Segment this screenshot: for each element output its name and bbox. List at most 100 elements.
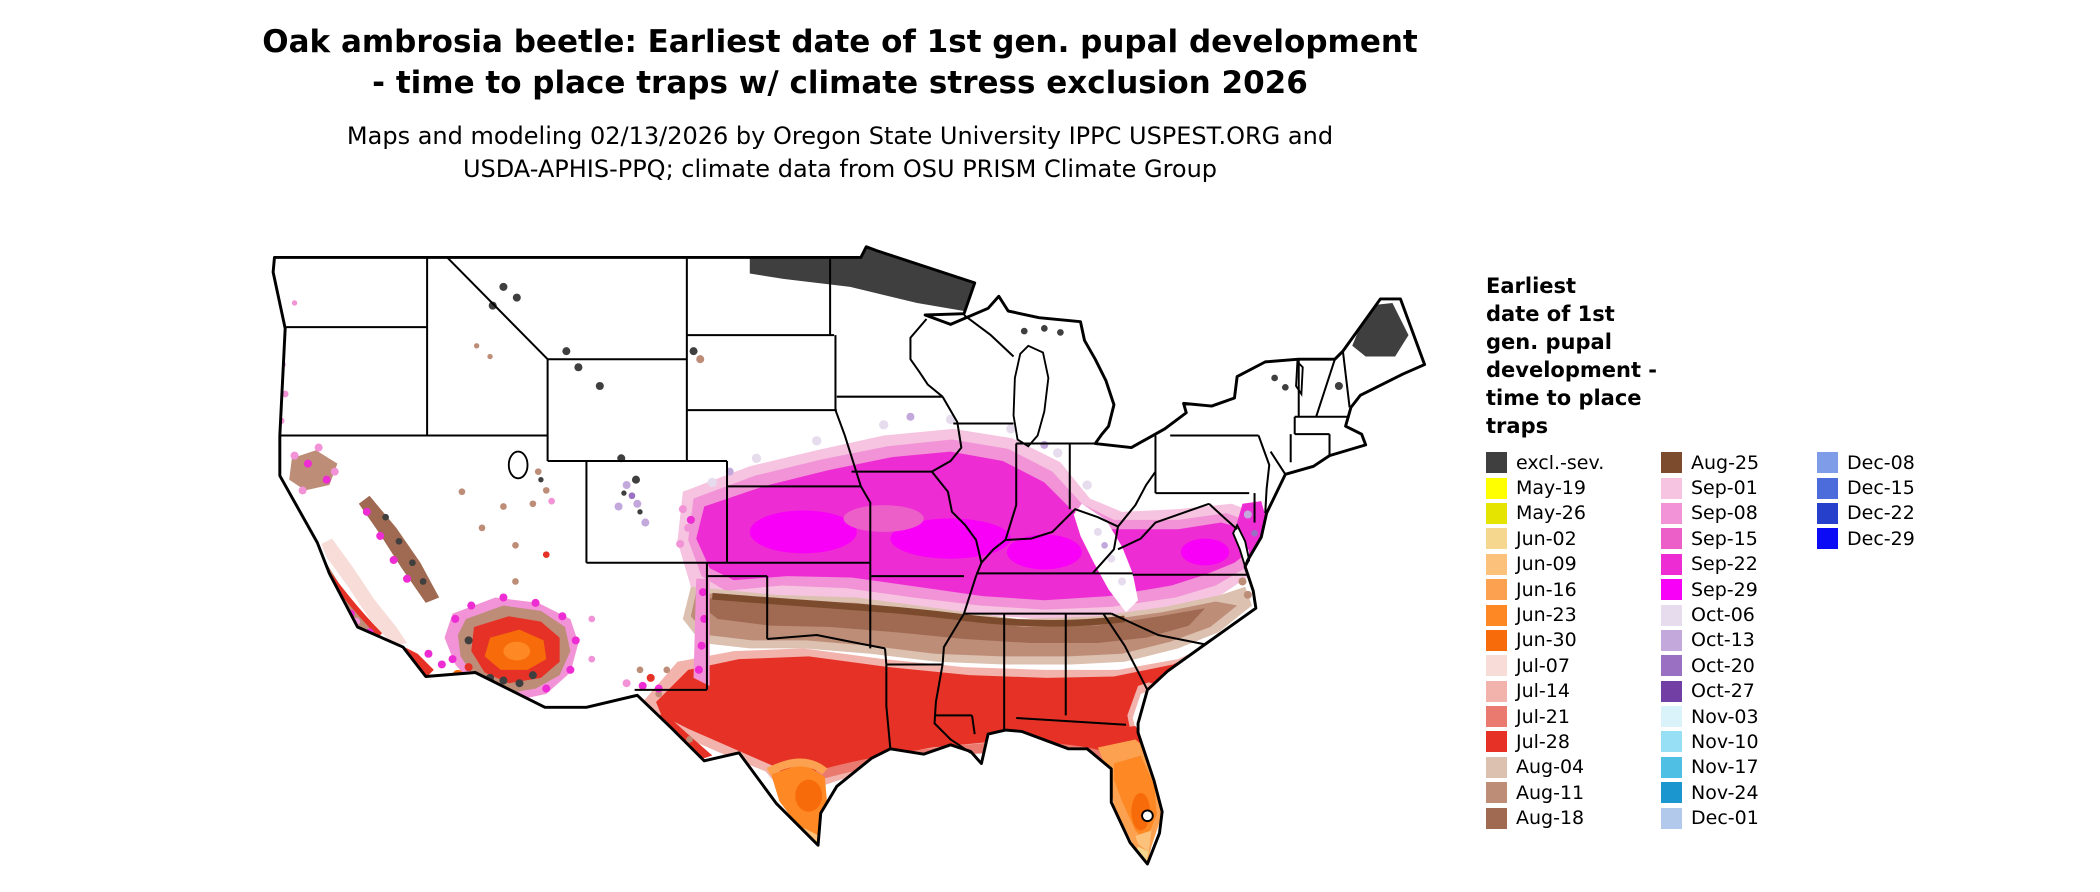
legend-title-line: Earliest xyxy=(1486,274,1577,298)
legend-swatch xyxy=(1661,452,1682,474)
legend-item: May-26 xyxy=(1486,501,1604,526)
legend-item: Dec-08 xyxy=(1817,450,1915,475)
legend-swatch xyxy=(1661,553,1682,575)
legend-swatch xyxy=(1486,680,1507,702)
legend-swatch xyxy=(1486,553,1507,575)
legend-swatch xyxy=(1817,477,1838,499)
south-texas-june xyxy=(766,758,828,847)
legend-swatch xyxy=(1486,452,1507,474)
legend-label: Jun-30 xyxy=(1516,629,1577,652)
legend-swatch xyxy=(1661,756,1682,778)
legend-swatch xyxy=(1661,502,1682,524)
legend-item: Jul-07 xyxy=(1486,653,1604,678)
legend-label: Jun-02 xyxy=(1516,527,1577,550)
legend-label: Nov-03 xyxy=(1691,705,1759,728)
legend-swatch xyxy=(1817,528,1838,550)
legend-item: Sep-22 xyxy=(1661,552,1759,577)
legend-swatch xyxy=(1486,604,1507,626)
august-band xyxy=(682,586,1252,665)
legend-item: Nov-24 xyxy=(1661,780,1759,805)
legend-title-line: gen. pupal xyxy=(1486,330,1612,354)
legend-swatch xyxy=(1661,629,1682,651)
legend-label: Jun-16 xyxy=(1516,578,1577,601)
legend-swatch xyxy=(1486,655,1507,677)
legend-swatch xyxy=(1661,680,1682,702)
legend-item: Jun-16 xyxy=(1486,577,1604,602)
legend-item: Jun-30 xyxy=(1486,628,1604,653)
legend-label: May-26 xyxy=(1516,502,1586,525)
legend-label: Aug-25 xyxy=(1691,451,1760,474)
legend-item: May-19 xyxy=(1486,475,1604,500)
legend-label: Sep-01 xyxy=(1691,477,1758,500)
legend-swatch xyxy=(1486,502,1507,524)
legend-swatch xyxy=(1486,528,1507,550)
legend-item: Aug-04 xyxy=(1486,755,1604,780)
scattered-brown-specks xyxy=(458,343,1252,743)
legend-swatch xyxy=(1486,629,1507,651)
legend-label: Dec-08 xyxy=(1847,451,1915,474)
map-subtitle-line-1: Maps and modeling 02/13/2026 by Oregon S… xyxy=(346,122,1334,150)
legend-title-line: date of 1st xyxy=(1486,302,1615,326)
legend-label: Aug-18 xyxy=(1516,807,1585,830)
legend-item: Aug-18 xyxy=(1486,805,1604,830)
legend-title-line: time to place xyxy=(1486,386,1642,410)
legend-swatch xyxy=(1486,756,1507,778)
legend-item: Dec-01 xyxy=(1661,805,1759,830)
excluded-severe-regions xyxy=(382,246,1409,688)
olive-yellow-specks xyxy=(1095,870,1102,877)
legend-item: Nov-03 xyxy=(1661,704,1759,729)
legend-label: Sep-29 xyxy=(1691,578,1758,601)
legend-item: Sep-01 xyxy=(1661,475,1759,500)
legend-swatch xyxy=(1486,579,1507,601)
header: Oak ambrosia beetle: Earliest date of 1s… xyxy=(170,22,1510,186)
legend-title-line: development - xyxy=(1486,358,1658,382)
legend-item: Jun-23 xyxy=(1486,602,1604,627)
legend-item: Dec-15 xyxy=(1817,475,1915,500)
legend-item: Aug-25 xyxy=(1661,450,1759,475)
legend-item: Sep-29 xyxy=(1661,577,1759,602)
legend-item: Jun-09 xyxy=(1486,552,1604,577)
legend-label: Sep-15 xyxy=(1691,527,1758,550)
legend-item: Oct-27 xyxy=(1661,679,1759,704)
legend-swatch xyxy=(1661,731,1682,753)
legend-item: Oct-13 xyxy=(1661,628,1759,653)
map-subtitle: Maps and modeling 02/13/2026 by Oregon S… xyxy=(170,120,1510,186)
legend-title-line: traps xyxy=(1486,414,1549,438)
legend-column-3: Dec-08 Dec-15 Dec-22 Dec-29 xyxy=(1817,450,1915,552)
legend-label: Jul-14 xyxy=(1516,680,1570,703)
legend-swatch xyxy=(1661,655,1682,677)
legend-label: Dec-01 xyxy=(1691,807,1759,830)
legend-swatch xyxy=(1661,807,1682,829)
legend-label: Nov-10 xyxy=(1691,730,1759,753)
legend-label: Oct-06 xyxy=(1691,604,1755,627)
legend-label: Jul-21 xyxy=(1516,705,1570,728)
legend-label: Oct-27 xyxy=(1691,680,1755,703)
legend-swatch xyxy=(1661,579,1682,601)
state-borders xyxy=(279,256,1351,754)
map-fill-layers xyxy=(273,246,1425,877)
lake-okeechobee xyxy=(1141,809,1154,823)
legend-label: Jun-09 xyxy=(1516,553,1577,576)
legend-label: Sep-22 xyxy=(1691,553,1758,576)
us-choropleth-map xyxy=(241,217,1446,887)
legend-label: Dec-29 xyxy=(1847,527,1915,550)
legend-item: Jul-14 xyxy=(1486,679,1604,704)
legend-label: Aug-04 xyxy=(1516,756,1585,779)
legend-swatch xyxy=(1661,477,1682,499)
legend-label: Nov-24 xyxy=(1691,781,1759,804)
legend-item: Dec-22 xyxy=(1817,501,1915,526)
map-subtitle-line-2: USDA-APHIS-PPQ; climate data from OSU PR… xyxy=(462,155,1218,183)
legend-item: Jul-28 xyxy=(1486,729,1604,754)
yellow-specks xyxy=(812,840,1150,864)
legend-label: May-19 xyxy=(1516,477,1586,500)
legend-swatch xyxy=(1817,502,1838,524)
legend-label: Jul-07 xyxy=(1516,654,1570,677)
legend-swatch xyxy=(1661,528,1682,550)
legend-label: Oct-13 xyxy=(1691,629,1755,652)
legend-label: excl.-sev. xyxy=(1516,451,1605,474)
legend-swatch xyxy=(1486,731,1507,753)
legend-label: Jun-23 xyxy=(1516,604,1577,627)
legend-label: Dec-15 xyxy=(1847,477,1915,500)
red-specks xyxy=(464,551,1156,684)
legend-swatch xyxy=(1817,452,1838,474)
